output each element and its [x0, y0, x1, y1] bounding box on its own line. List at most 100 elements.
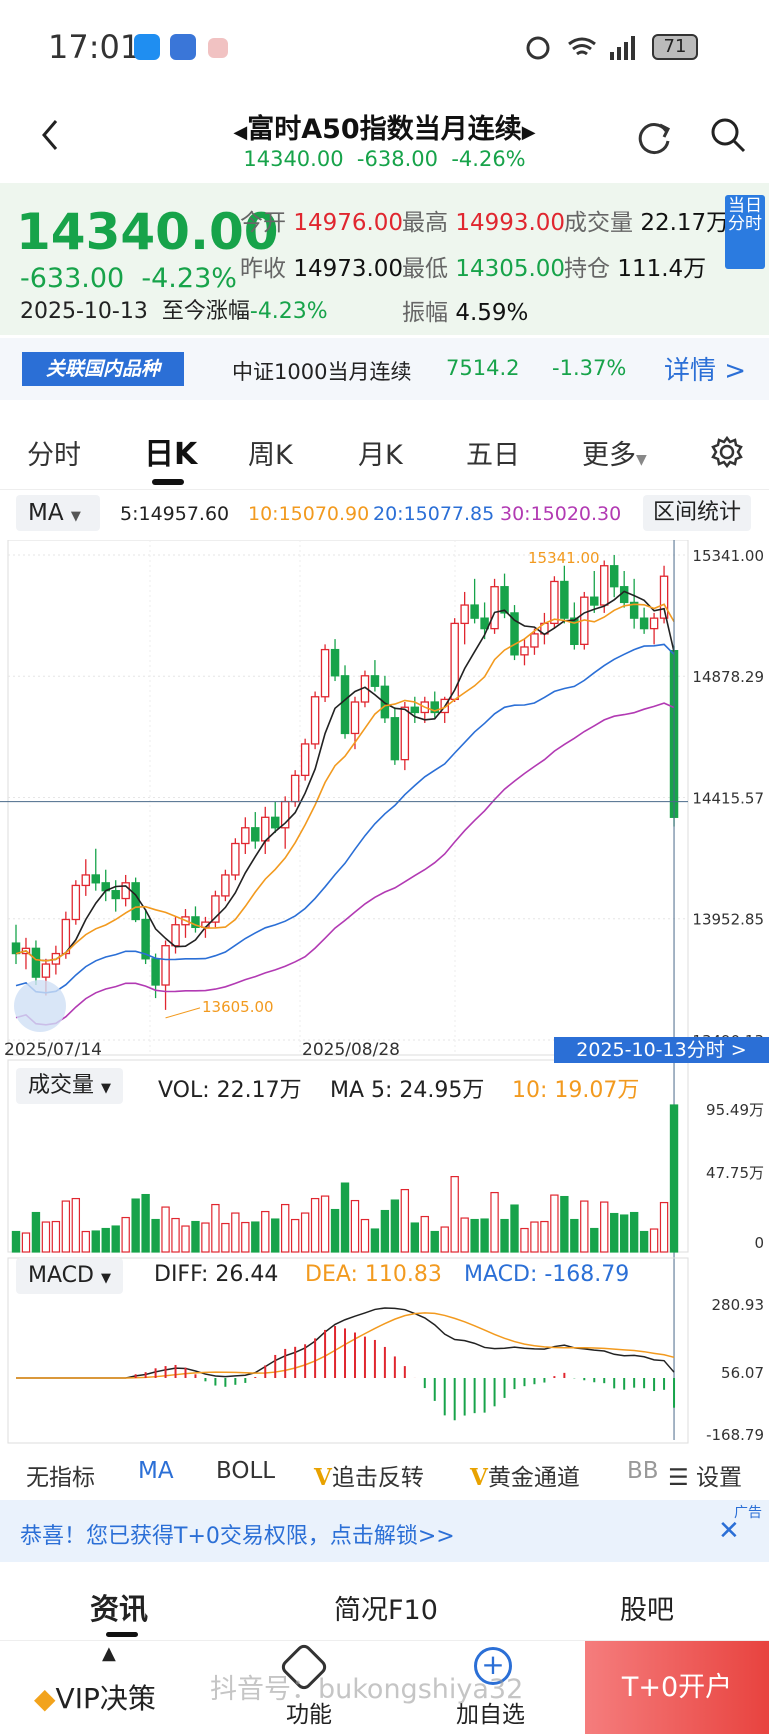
tab-forum[interactable]: 股吧 — [620, 1595, 674, 1626]
candle — [490, 586, 499, 630]
volume-bar — [261, 1210, 270, 1253]
intraday-link[interactable]: 2025-10-13分时 > — [554, 1037, 769, 1063]
volume-bar — [211, 1203, 220, 1253]
active-tab-indicator — [152, 479, 184, 485]
candle — [400, 706, 410, 761]
function-button[interactable]: 功能 — [286, 1702, 332, 1728]
open-account-button[interactable]: T+0开户 — [585, 1641, 769, 1734]
app-icon — [170, 34, 196, 60]
volume-bar — [111, 1225, 120, 1253]
ma30-line — [15, 702, 675, 1026]
refresh-icon[interactable] — [634, 117, 674, 157]
open-interest: 持仓 111.4万 — [564, 256, 707, 282]
ma20-line — [15, 643, 675, 994]
indicator-v1[interactable]: V追击反转 — [314, 1464, 424, 1491]
macd-tick-label: 56.07 — [721, 1364, 764, 1382]
range-stats-button[interactable]: 区间统计 — [643, 495, 751, 531]
close-icon[interactable]: ✕ — [718, 1516, 740, 1546]
ma10-value: 10:15070.90 — [248, 503, 370, 525]
volume-bar — [420, 1215, 429, 1253]
detail-link[interactable]: 详情 > — [664, 356, 747, 386]
candle — [231, 842, 240, 876]
candle — [241, 827, 250, 845]
volume-bar — [330, 1208, 340, 1253]
indicator-v2[interactable]: V黄金通道 — [470, 1464, 580, 1491]
last-price: 14340.00 — [16, 203, 279, 261]
tab-daily-k[interactable]: 日K — [144, 437, 198, 472]
indicator-boll[interactable]: BOLL — [216, 1458, 276, 1484]
volume-bar — [11, 1230, 21, 1253]
candle — [649, 617, 659, 630]
volume-selector[interactable]: 成交量 ▼ — [16, 1068, 124, 1104]
bottom-nav: ▲ ◆VIP决策 功能 + 加自选 抖音号：bukongshiya32 T+0开… — [0, 1640, 769, 1734]
volume-bar — [61, 1200, 71, 1253]
volume-bar — [580, 1200, 589, 1253]
vip-button[interactable]: ◆VIP决策 — [34, 1682, 156, 1715]
volume-bar — [649, 1228, 659, 1253]
candle — [590, 596, 599, 606]
tab-monthly-k[interactable]: 月K — [358, 440, 403, 471]
volume-bar — [81, 1230, 90, 1253]
volume-bar — [201, 1222, 210, 1253]
volume-bar — [380, 1209, 390, 1253]
candle — [390, 717, 400, 761]
amplitude: 振幅 4.59% — [402, 300, 529, 326]
diamond-icon: ◆ — [34, 1682, 56, 1715]
vip-v-icon: V — [470, 1464, 488, 1491]
tab-news[interactable]: 资讯 — [90, 1592, 149, 1626]
candle — [550, 580, 559, 625]
macd-tick-label: 280.93 — [712, 1296, 765, 1314]
tab-profile[interactable]: 简况F10 — [334, 1595, 438, 1626]
volume-bar — [619, 1214, 629, 1253]
volume-bar — [490, 1191, 499, 1253]
vol-ma5: MA 5: 24.95万 — [330, 1078, 485, 1103]
back-icon[interactable] — [38, 117, 62, 153]
indicator-bb[interactable]: BB — [627, 1458, 659, 1484]
related-product[interactable]: 关联国内品种 中证1000当月连续 7514.2 -1.37% 详情 > — [0, 338, 769, 400]
chevron-up-icon[interactable]: ▲ — [102, 1643, 116, 1664]
candle — [639, 617, 649, 630]
ma-selector[interactable]: MA ▼ — [16, 495, 100, 531]
ma30-value: 30:15020.30 — [500, 503, 622, 525]
volume-bar — [570, 1218, 579, 1253]
volume-bar — [131, 1198, 140, 1253]
quote-date: 2025-10-13 至今涨幅-4.23% — [20, 299, 328, 324]
volume-bar — [400, 1188, 410, 1253]
indicator-none[interactable]: 无指标 — [26, 1465, 95, 1491]
period-tabs: 分时 日K 周K 月K 五日 更多▼ — [0, 415, 769, 490]
volume-bar — [659, 1201, 669, 1253]
indicator-settings[interactable]: ☰ 设置 — [668, 1458, 742, 1492]
volume-bar — [510, 1204, 519, 1253]
volume-tick-label: 95.49万 — [706, 1101, 764, 1119]
volume-bar — [450, 1176, 459, 1253]
battery-icon: 71 — [652, 34, 698, 60]
candle — [510, 612, 519, 656]
indicator-ma[interactable]: MA — [138, 1458, 174, 1484]
tab-five-day[interactable]: 五日 — [466, 440, 520, 471]
tab-more[interactable]: 更多▼ — [582, 440, 647, 471]
candle — [131, 882, 140, 921]
volume-bar — [31, 1211, 41, 1253]
chevron-down-icon: ▼ — [100, 1271, 111, 1286]
active-tab-indicator — [106, 1632, 138, 1637]
candle — [520, 646, 529, 656]
gear-icon[interactable] — [710, 435, 744, 469]
intraday-button[interactable]: 当日分时 — [725, 195, 765, 269]
tab-weekly-k[interactable]: 周K — [248, 440, 293, 471]
add-watchlist-button[interactable]: 加自选 — [456, 1702, 525, 1728]
candle — [71, 884, 81, 921]
volume-bar — [340, 1182, 350, 1253]
search-icon[interactable] — [708, 115, 748, 155]
candle — [500, 586, 509, 614]
candle — [41, 963, 51, 978]
volume-bar — [71, 1197, 81, 1253]
candle — [570, 617, 579, 646]
tab-intraday[interactable]: 分时 — [27, 440, 81, 471]
charts-area[interactable]: 15341.0014878.2914415.5713952.8513490.13… — [0, 540, 769, 1445]
ad-banner[interactable]: 恭喜！您已获得T+0交易权限，点击解锁>> 广告 ✕ — [0, 1500, 769, 1562]
vol-ma10: 10: 19.07万 — [512, 1078, 640, 1103]
macd-selector[interactable]: MACD ▼ — [16, 1258, 123, 1294]
volume-bar — [440, 1226, 449, 1253]
volume-bar — [141, 1193, 150, 1253]
volume-bar — [610, 1212, 619, 1253]
